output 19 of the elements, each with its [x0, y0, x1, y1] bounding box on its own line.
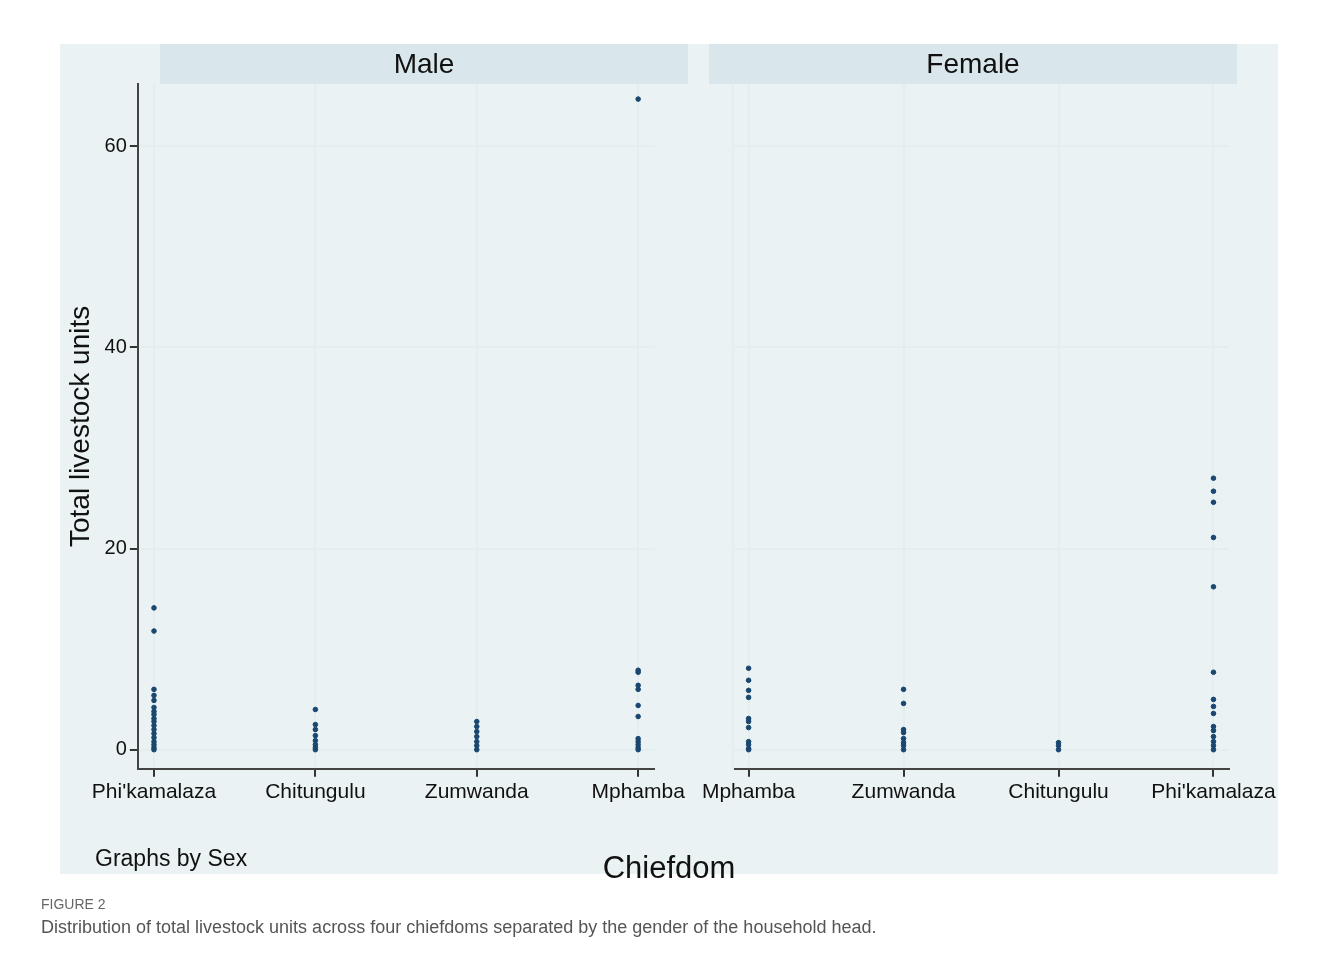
x-tick-label: Chitungulu	[265, 779, 366, 803]
chart-title: Female	[709, 44, 1237, 84]
x-tick-label: Zumwanda	[424, 779, 530, 803]
x-tick-label: Zumwanda	[851, 779, 956, 803]
caption: FIGURE 2	[41, 896, 106, 912]
text: Graphs by Sex	[95, 845, 248, 872]
y-tick-label: 40	[104, 334, 127, 357]
y-tick-label: 60	[104, 133, 127, 156]
x-tick-label: Mphamba	[591, 779, 686, 803]
text: Distribution of total livestock units across four chiefdoms separated by the gender of the household head.	[41, 917, 877, 938]
chart-title: Male	[160, 44, 688, 84]
y-tick-label: 20	[104, 536, 127, 559]
y-axis-title: Total livestock units	[63, 305, 95, 548]
x-tick-label: Chitungulu	[1008, 779, 1109, 803]
y-tick-label: 0	[115, 737, 127, 760]
x-axis-title: Chiefdom	[602, 850, 736, 885]
x-tick-label: Phi'kamalaza	[1151, 779, 1276, 803]
x-tick-label: Mphamba	[701, 779, 796, 803]
x-tick-label: Phi'kamalaza	[91, 779, 217, 803]
